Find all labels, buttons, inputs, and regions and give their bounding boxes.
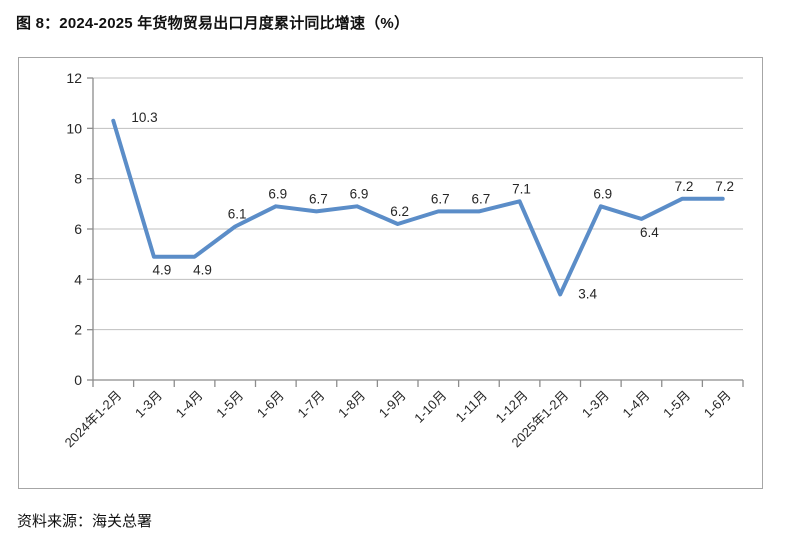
figure-title: 图 8：2024-2025 年货物贸易出口月度累计同比增速（%） (16, 15, 410, 32)
x-axis-labels: 2024年1-2月 1-3月 1-4月 1-5月 1-6月 1-7月 1-8月 1-9月 1-1… (62, 388, 734, 451)
data-point-label: 7.2 (715, 179, 734, 194)
y-tick-label: 4 (74, 271, 82, 287)
y-tick-label: 12 (66, 70, 82, 86)
data-point-label: 6.9 (350, 186, 369, 201)
x-tick-label: 1-9月 (376, 388, 409, 421)
x-tick-label: 1-12月 (492, 388, 530, 426)
data-point-label: 3.4 (578, 286, 597, 301)
gridlines (93, 77, 743, 331)
data-point-label: 6.1 (228, 206, 247, 221)
y-tick-label: 10 (66, 120, 82, 136)
data-labels: 10.3 4.9 4.9 6.1 6.9 6.7 6.9 6.2 6.7 6.7 7.1 3.4 6.9… (131, 110, 734, 302)
data-point-label: 7.2 (675, 179, 694, 194)
y-tick-label: 0 (74, 372, 82, 388)
data-line (111, 118, 725, 297)
data-point-label: 6.9 (593, 186, 612, 201)
data-point-label: 10.3 (131, 110, 157, 125)
x-tick-label: 1-10月 (411, 388, 449, 426)
data-point-label: 6.7 (431, 191, 450, 206)
data-point-label: 6.7 (309, 191, 328, 206)
chart-container: 0 2 4 6 8 10 12 2024年1-2月 1-3月 1-4月 1-5月 1-6月 1-7月 1-… (18, 57, 763, 489)
x-tick-label: 1-3月 (132, 388, 165, 421)
data-point-label: 6.9 (268, 186, 287, 201)
x-tick-label: 1-7月 (294, 388, 327, 421)
x-tick-label: 1-4月 (619, 388, 652, 421)
data-point-label: 4.9 (153, 263, 172, 278)
x-tick-label: 1-8月 (335, 388, 368, 421)
x-tick-label: 1-4月 (173, 388, 206, 421)
data-point-label: 6.2 (390, 204, 409, 219)
x-tick-label: 1-3月 (579, 388, 612, 421)
data-point-label: 6.4 (640, 225, 659, 240)
y-tick-label: 8 (74, 171, 82, 187)
x-tick-label: 2024年1-2月 (62, 388, 125, 451)
axes (87, 77, 744, 387)
x-tick-label: 1-6月 (701, 388, 734, 421)
x-tick-label: 1-11月 (453, 388, 491, 426)
x-tick-label: 1-5月 (213, 388, 246, 421)
y-tick-label: 6 (74, 221, 82, 237)
data-point-label: 4.9 (193, 263, 212, 278)
x-tick-label: 1-6月 (254, 388, 287, 421)
source-note: 资料来源：海关总署 (17, 513, 153, 530)
data-point-label: 7.1 (512, 181, 531, 196)
data-point-label: 6.7 (472, 191, 491, 206)
y-axis-labels: 0 2 4 6 8 10 12 (66, 70, 82, 388)
x-tick-label: 1-5月 (660, 388, 693, 421)
y-tick-label: 2 (74, 322, 82, 338)
